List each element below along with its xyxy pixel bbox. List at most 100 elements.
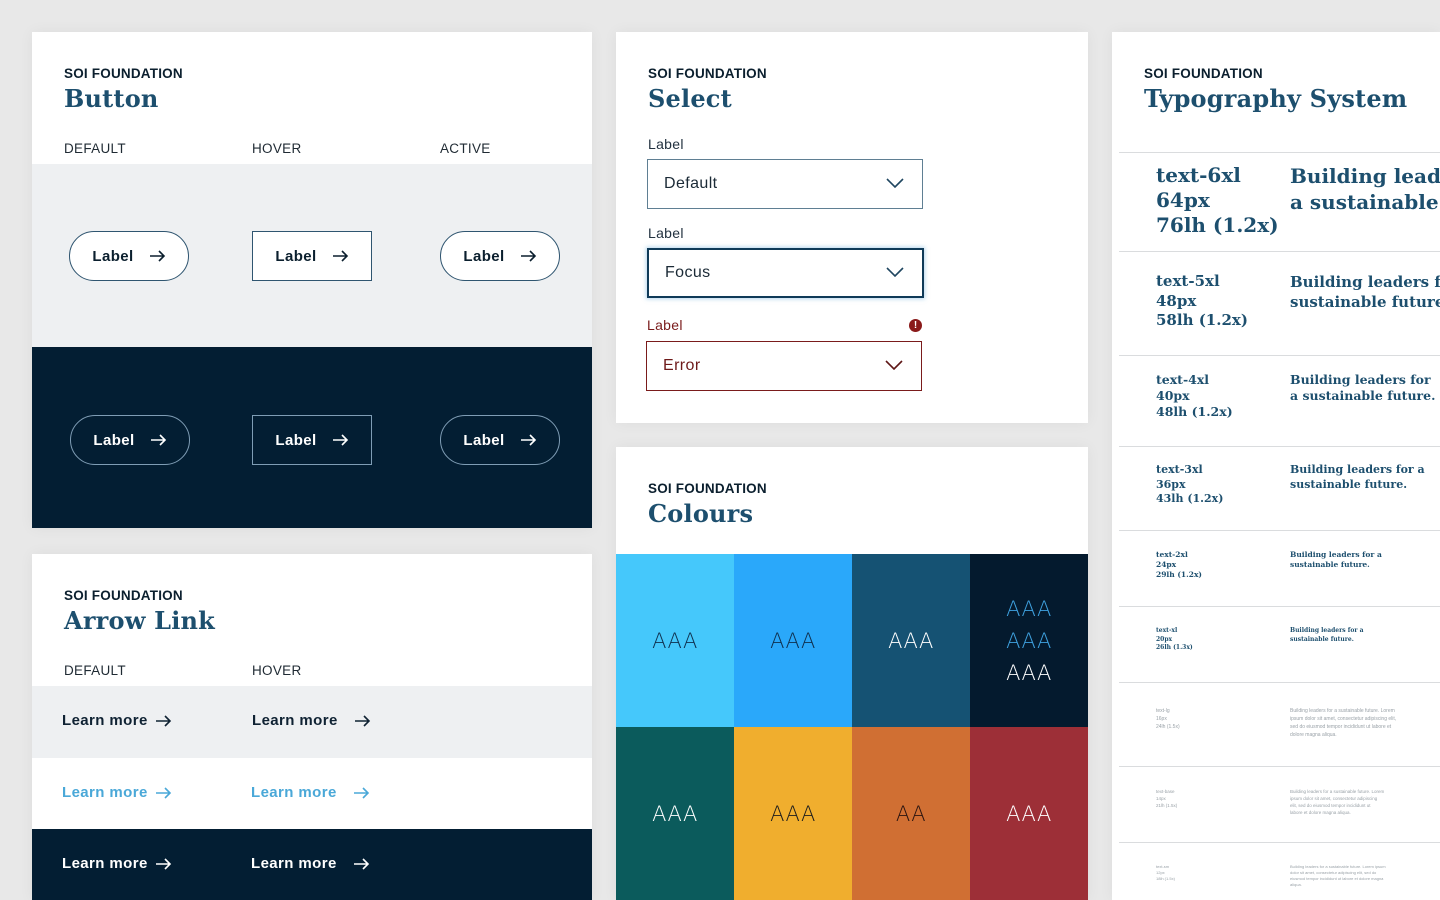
select-value: Focus (665, 264, 711, 281)
arrow-right-icon (354, 714, 371, 727)
contrast-rating: AAA (888, 628, 934, 653)
arrow-right-icon (332, 250, 349, 262)
select-default-label: Label (648, 136, 684, 152)
card-title: Arrow Link (64, 606, 216, 635)
select-value: Error (663, 357, 701, 374)
light-button-row: Label Label Label (32, 164, 592, 347)
select-focus-label: Label (648, 225, 684, 241)
card-eyebrow: SOI FOUNDATION (648, 66, 767, 81)
type-token: text-sm 12px 18lh (1.5x) (1156, 864, 1175, 881)
arrow-right-icon (332, 434, 349, 446)
type-token: text-5xl 48px 58lh (1.2x) (1156, 272, 1248, 329)
button-label: Label (92, 247, 134, 265)
colour-swatch-blue: AAA (734, 554, 852, 727)
card-title: Colours (648, 499, 754, 528)
select-default[interactable]: Default (647, 159, 923, 209)
link-label: Learn more (251, 784, 337, 801)
type-sample: Building leaders for a sustainable futur… (1290, 789, 1385, 815)
contrast-rating: AAA (652, 628, 698, 653)
type-token: text-base 14px 21lh (1.5x) (1156, 789, 1178, 808)
button-hover-dark[interactable]: Label (252, 415, 372, 465)
type-sample: Building leaders for a sustainable futur… (1290, 864, 1386, 887)
button-active-dark[interactable]: Label (440, 415, 560, 465)
type-token: text-4xl 40px 48lh (1.2x) (1156, 372, 1233, 419)
button-label: Label (275, 247, 317, 265)
arrow-link-hover-dark[interactable]: Learn more (251, 855, 370, 872)
button-default[interactable]: Label (69, 231, 189, 281)
button-label: Label (463, 247, 505, 265)
arrow-right-icon (150, 434, 167, 446)
type-sample: Building leaders for a sustainable futur… (1290, 708, 1397, 738)
type-sample: Building leaders for a sustainable futur… (1290, 550, 1382, 569)
button-label: Label (93, 431, 135, 449)
card-eyebrow: SOI FOUNDATION (64, 66, 183, 81)
typography-card: SOI FOUNDATION Typography System text-6x… (1112, 32, 1440, 900)
colour-swatch-red: AAA (970, 727, 1088, 900)
link-label: Learn more (62, 855, 148, 872)
type-sample: Building leaders for a sustainable futur… (1290, 463, 1425, 491)
arrow-link-default-dark[interactable]: Learn more (62, 855, 172, 872)
state-label-active: ACTIVE (440, 141, 491, 156)
arrow-right-icon (520, 434, 537, 446)
chevron-down-icon (886, 264, 904, 282)
select-error[interactable]: Error (646, 341, 922, 391)
contrast-rating: AAA (770, 801, 816, 826)
state-label-hover: HOVER (252, 663, 302, 678)
type-sample: Building leaders for a sustainable futur… (1290, 273, 1440, 311)
arrow-link-row-light: Learn more Learn more (32, 686, 592, 758)
contrast-rating: AAA (652, 801, 698, 826)
type-sample: Building leaders for a sustainable futur… (1290, 627, 1364, 643)
button-hover[interactable]: Label (252, 231, 372, 281)
colour-swatch-steel: AAA (852, 554, 970, 727)
card-title: Select (648, 84, 732, 113)
arrow-right-icon (353, 786, 370, 799)
arrow-link-hover[interactable]: Learn more (252, 712, 371, 729)
state-label-default: DEFAULT (64, 141, 126, 156)
arrow-right-icon (353, 857, 370, 870)
arrow-right-icon (155, 857, 172, 870)
colour-swatch-navy: AAA AAA AAA (970, 554, 1088, 727)
type-token: text-6xl 64px 76lh (1.2x) (1156, 163, 1279, 237)
contrast-rating: AAA (1006, 628, 1052, 653)
card-eyebrow: SOI FOUNDATION (648, 481, 767, 496)
colour-swatch-sky: AAA (616, 554, 734, 727)
colour-swatch-teal: AAA (616, 727, 734, 900)
button-card: SOI FOUNDATION Button DEFAULT HOVER ACTI… (32, 32, 592, 528)
link-label: Learn more (252, 712, 338, 729)
arrow-link-default[interactable]: Learn more (62, 712, 172, 729)
select-focus[interactable]: Focus (647, 248, 924, 298)
card-eyebrow: SOI FOUNDATION (64, 588, 183, 603)
arrow-link-row-dark: Learn more Learn more (32, 829, 592, 900)
button-default-dark[interactable]: Label (70, 415, 190, 465)
type-sample: Building leaders for a sustainable futur… (1290, 372, 1436, 403)
typography-row: text-sm 12px 18lh (1.5x) Building leaders … (1119, 842, 1440, 900)
alert-circle-icon: ! (909, 319, 922, 332)
typography-row: text-4xl 40px 48lh (1.2x) Building leaders… (1119, 355, 1440, 447)
arrow-right-icon (520, 250, 537, 262)
typography-row: text-5xl 48px 58lh (1.2x) Building leaders… (1119, 251, 1440, 355)
button-label: Label (463, 431, 505, 449)
card-title: Button (64, 84, 159, 113)
arrow-link-hover-cyan[interactable]: Learn more (251, 784, 370, 801)
chevron-down-icon (886, 175, 904, 193)
card-title: Typography System (1144, 84, 1408, 113)
button-active[interactable]: Label (440, 231, 560, 281)
typography-row: text-3xl 36px 43lh (1.2x) Building leaders… (1119, 446, 1440, 531)
button-label: Label (275, 431, 317, 449)
type-token: text-3xl 36px 43lh (1.2x) (1156, 463, 1224, 505)
link-label: Learn more (251, 855, 337, 872)
arrow-right-icon (149, 250, 166, 262)
chevron-down-icon (885, 357, 903, 375)
contrast-rating: AAA (1006, 596, 1052, 621)
contrast-rating: AAA (770, 628, 816, 653)
arrow-right-icon (155, 786, 172, 799)
select-value: Default (664, 175, 718, 192)
arrow-link-row-white: Learn more Learn more (32, 758, 592, 829)
arrow-link-default-cyan[interactable]: Learn more (62, 784, 172, 801)
typography-row: text-base 14px 21lh (1.5x) Building leader… (1119, 766, 1440, 842)
contrast-rating: AA (895, 801, 927, 826)
typography-row: text-xl 20px 26lh (1.3x) Building leaders … (1119, 606, 1440, 682)
link-label: Learn more (62, 712, 148, 729)
colour-swatch-orange: AA (852, 727, 970, 900)
